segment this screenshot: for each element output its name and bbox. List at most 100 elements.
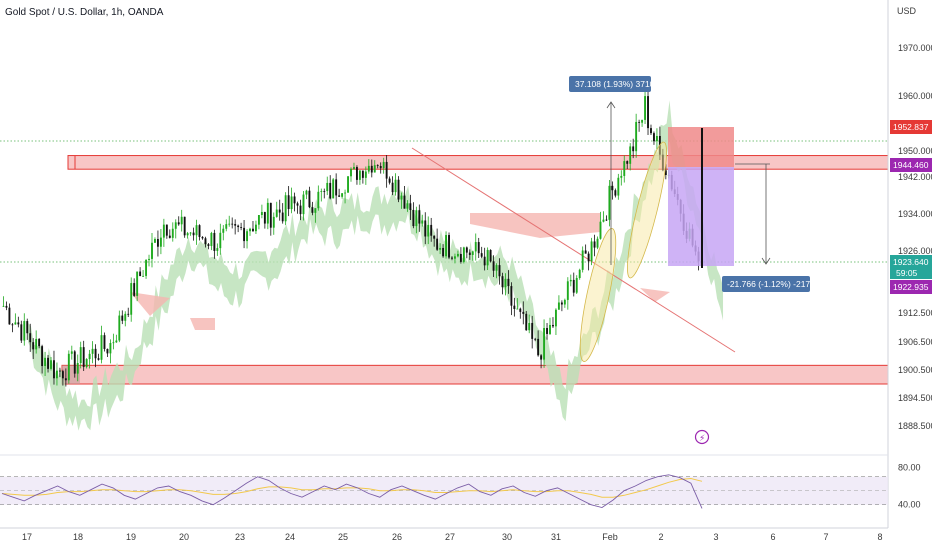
candle-body [94, 348, 97, 359]
time-tick-label: 30 [502, 532, 512, 542]
candle-body [439, 247, 442, 250]
candle-body [465, 247, 468, 253]
candle-body [127, 313, 130, 315]
candle-body [650, 128, 652, 134]
candle-body [664, 170, 667, 175]
rsi-tick-label: 80.00 [898, 462, 921, 472]
candle-body [118, 315, 121, 341]
candle-body [293, 196, 296, 204]
candle-body [53, 360, 55, 379]
projection-layer[interactable] [573, 101, 771, 364]
candle-body [370, 165, 373, 173]
candle-body [284, 195, 287, 222]
candle-body [376, 165, 379, 167]
candle-body [510, 286, 513, 306]
candle-body [427, 224, 430, 237]
candle-body [91, 348, 94, 354]
candles-layer [2, 86, 700, 387]
price-tick-label: 1900.500 [898, 365, 932, 375]
candle-body [257, 215, 260, 225]
candle-body [88, 353, 91, 360]
price-tag-label: 1944.460 [893, 160, 929, 170]
descending-trendline[interactable] [411, 147, 736, 353]
candle-body [269, 202, 272, 228]
candle-body [516, 308, 519, 310]
time-tick-label: 6 [770, 532, 775, 542]
candle-body [409, 203, 412, 210]
candle-body [605, 219, 608, 221]
measure-up-label-bg [569, 76, 651, 92]
candle-body [537, 338, 540, 356]
candle-body [302, 194, 305, 215]
measure-up-label: 37.108 (1.93%) 3710.8 [575, 79, 662, 89]
candle-body [498, 265, 501, 277]
price-tag-label: 1952.837 [893, 122, 929, 132]
candle-body [655, 135, 658, 142]
candle-body [240, 227, 243, 228]
candle-body [522, 311, 525, 314]
trendline-layer[interactable] [411, 147, 736, 353]
support-zone[interactable] [61, 364, 889, 385]
candle-body [560, 302, 563, 305]
price-tag-label: 1923.640 [893, 257, 929, 267]
candle-body [20, 324, 23, 341]
candle-body [154, 239, 156, 243]
candle-body [448, 235, 450, 258]
candle-body [76, 363, 79, 374]
candle-body [237, 225, 240, 228]
candle-body [358, 170, 361, 180]
candle-body [638, 121, 641, 123]
candle-body [519, 308, 522, 312]
candle-body [623, 161, 626, 176]
candle-body [112, 342, 115, 344]
candle-body [332, 179, 335, 199]
price-tick-label: 1960.000 [898, 91, 932, 101]
candle-body [225, 224, 228, 229]
candle-body [480, 253, 483, 257]
measure-down-label: -21.766 (-1.12%) -2176.6 [727, 279, 822, 289]
candle-body [433, 235, 436, 239]
candle-body [436, 238, 439, 250]
candle-body [97, 358, 100, 360]
candle-body [543, 328, 546, 360]
candle-body [50, 360, 52, 369]
time-tick-label: 27 [445, 532, 455, 542]
candle-body [391, 182, 394, 193]
cloud-red [130, 292, 170, 316]
candle-body [400, 195, 403, 200]
candle-body [552, 324, 554, 327]
candle-body [159, 237, 162, 247]
time-tick-label: 3 [713, 532, 718, 542]
time-tick-label: 26 [392, 532, 402, 542]
candle-body [611, 185, 614, 191]
candle-body [620, 175, 623, 178]
candle-body [635, 121, 638, 152]
candle-body [454, 256, 456, 259]
candle-body [477, 242, 480, 254]
measure-up-arrow [606, 101, 616, 109]
candle-body [156, 239, 159, 247]
candle-body [599, 221, 602, 239]
candle-body [554, 309, 557, 327]
time-tick-label: 17 [22, 532, 32, 542]
resistance-zone[interactable] [67, 155, 889, 170]
candle-body [100, 335, 103, 360]
candle-body [578, 269, 581, 279]
candle-body [602, 219, 605, 222]
candle-body [347, 176, 349, 193]
candle-body [44, 357, 47, 367]
alert-icon[interactable] [694, 429, 710, 445]
candle-body [231, 223, 234, 225]
candle-body [566, 281, 569, 300]
price-tag [890, 255, 932, 279]
price-tag [890, 280, 932, 294]
candle-body [26, 321, 29, 334]
candle-body [355, 167, 358, 180]
candle-body [507, 278, 510, 287]
candle-body [644, 96, 647, 120]
candle-body [504, 278, 507, 288]
candle-body [278, 209, 281, 213]
candle-body [489, 249, 492, 262]
